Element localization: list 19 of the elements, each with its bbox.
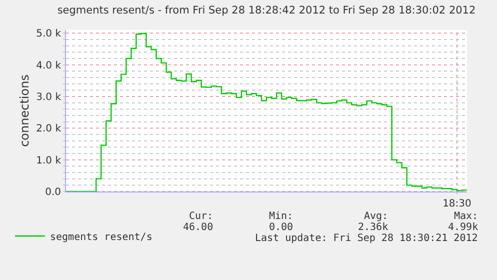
text: 2.36k <box>358 222 388 233</box>
text: Cur: <box>189 211 214 222</box>
text: 0.00 <box>269 222 294 233</box>
y-tick-label: 5.0 k <box>36 28 62 40</box>
y-tick-label: 1.0 k <box>36 155 62 166</box>
y-tick-label: 2.0 k <box>36 124 62 135</box>
y-tick-label: 4.0 k <box>36 60 62 72</box>
y-tick-label: 0.0 <box>45 187 61 198</box>
text: 46.00 <box>183 222 214 233</box>
x-tick-label: 18:30 <box>442 198 472 210</box>
text: Avg: <box>364 211 388 222</box>
y-tick-label: 3.0 k <box>36 92 62 103</box>
text: Max: <box>454 211 478 222</box>
legend-label: segments resent/s <box>50 232 152 243</box>
text: 4.99k <box>448 222 478 233</box>
text: Min: <box>269 211 294 222</box>
text: Last update: Fri Sep 28 18:30:21 2012 <box>255 233 478 244</box>
y-axis-title: connections <box>17 74 32 147</box>
chart-title: segments resent/s - from Fri Sep 28 18:28:42 2012 to Fri Sep 28 18:30:02 2012 <box>57 4 476 16</box>
